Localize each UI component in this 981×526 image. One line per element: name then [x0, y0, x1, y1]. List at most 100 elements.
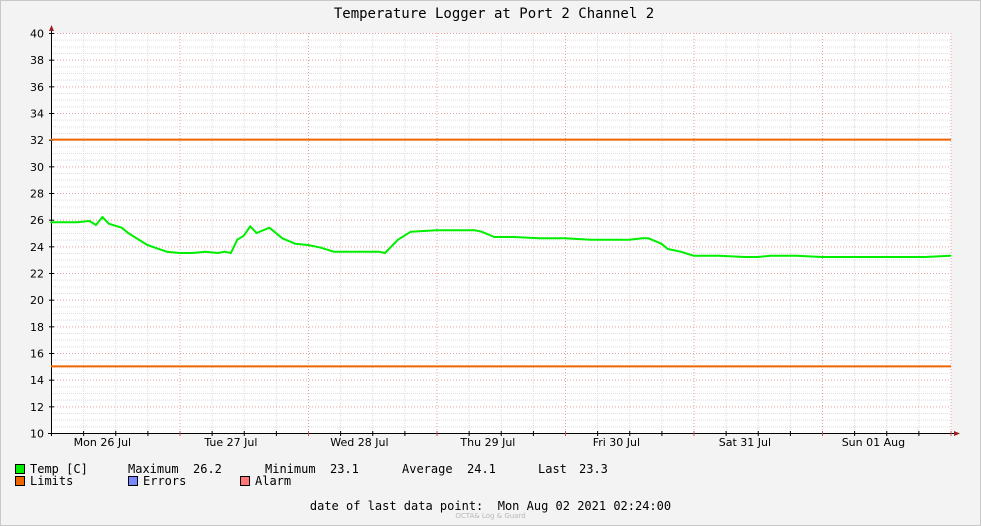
- temp-data-point: [538, 237, 541, 240]
- last-value: 23.3: [579, 462, 608, 476]
- temp-data-point: [872, 256, 875, 258]
- y-tick-label: 22: [30, 268, 44, 281]
- temp-data-point: [795, 254, 798, 257]
- temp-data-point: [242, 234, 245, 237]
- legend-alarm-label: Alarm: [255, 474, 292, 488]
- x-tick-label: Wed 28 Jul: [330, 436, 388, 449]
- temp-data-point: [255, 232, 258, 234]
- temp-data-point: [307, 244, 309, 246]
- avg-value: 24.1: [467, 462, 496, 476]
- temp-data-point: [107, 222, 110, 225]
- last-data-label: date of last data point:: [309, 499, 484, 513]
- limits-swatch: [15, 476, 25, 486]
- y-tick-label: 34: [30, 108, 44, 121]
- temp-data-point: [377, 250, 380, 253]
- temp-data-point: [461, 229, 464, 232]
- temp-data-point: [371, 250, 374, 253]
- y-tick-label: 16: [30, 348, 44, 361]
- temp-data-point: [345, 250, 348, 253]
- temp-data-point: [230, 252, 232, 254]
- temp-data-point: [140, 240, 142, 242]
- temp-data-point: [846, 256, 849, 258]
- temp-data-point: [332, 250, 335, 253]
- legend-limits-label: Limits: [30, 474, 74, 488]
- y-tick-label: 18: [30, 321, 44, 334]
- temp-data-point: [692, 254, 695, 257]
- legend-item-limits: Limits: [15, 474, 128, 488]
- x-tick-label: Sun 01 Aug: [842, 436, 905, 449]
- temp-data-point: [641, 237, 643, 240]
- x-axis-arrow: [954, 431, 960, 436]
- temp-data-point: [249, 225, 252, 228]
- legend-item-errors: Errors: [128, 474, 240, 488]
- last-data-value: Mon Aug 02 2021 02:24:00: [497, 499, 672, 513]
- temp-data-point: [268, 226, 271, 229]
- temp-data-point: [666, 248, 669, 250]
- temp-data-point: [127, 232, 129, 234]
- legend-item-alarm: Alarm: [240, 474, 291, 488]
- min-value: 23.1: [330, 462, 359, 476]
- temp-data-point: [756, 256, 759, 258]
- x-tick-label: Thu 29 Jul: [459, 436, 515, 449]
- temp-data-point: [75, 221, 78, 224]
- y-axis-arrow: [49, 25, 54, 31]
- temp-data-point: [146, 244, 149, 246]
- last-data-point: date of last data point: Mon Aug 02 2021…: [0, 499, 981, 513]
- y-tick-label: 30: [30, 161, 44, 174]
- x-tick-label: Fri 30 Jul: [593, 436, 640, 449]
- temp-data-point: [744, 256, 746, 258]
- y-tick-label: 14: [30, 374, 44, 387]
- temp-data-point: [191, 252, 194, 254]
- temp-data-point: [949, 254, 952, 257]
- y-tick-label: 12: [30, 401, 44, 414]
- y-tick-label: 32: [30, 134, 44, 147]
- y-tick-label: 24: [30, 241, 44, 254]
- x-tick-label: Sat 31 Jul: [719, 436, 771, 449]
- temp-data-point: [281, 237, 284, 240]
- temp-data-point: [589, 238, 592, 241]
- legend-temp-label: Temp [C]: [30, 462, 88, 476]
- temp-data-point: [397, 238, 399, 241]
- y-tick-label: 38: [30, 54, 44, 67]
- temp-data-point: [474, 229, 476, 232]
- max-label: Maximum: [128, 462, 179, 476]
- max-value: 26.2: [193, 462, 222, 476]
- y-tick-label: 36: [30, 81, 44, 94]
- temp-data-point: [647, 237, 650, 240]
- temp-data-point: [384, 252, 386, 254]
- y-tick-label: 26: [30, 214, 44, 227]
- y-tick-label: 20: [30, 294, 44, 307]
- y-tick-label: 28: [30, 188, 44, 201]
- temp-data-point: [821, 256, 823, 258]
- temp-data-point: [165, 250, 168, 253]
- min-label: Minimum: [265, 462, 316, 476]
- errors-swatch: [128, 476, 138, 486]
- temp-data-point: [358, 250, 361, 253]
- x-tick-label: Tue 27 Jul: [203, 436, 257, 449]
- temp-data-point: [204, 250, 207, 253]
- x-tick-label: Mon 26 Jul: [74, 436, 131, 449]
- y-tick-label: 40: [30, 28, 44, 41]
- temp-data-point: [898, 256, 900, 258]
- temp-data-point: [409, 230, 412, 233]
- temp-data-point: [223, 250, 226, 253]
- legend-errors-label: Errors: [143, 474, 187, 488]
- temp-data-point: [320, 246, 322, 249]
- temp-data-point: [294, 242, 296, 245]
- alarm-swatch: [240, 476, 250, 486]
- temp-data-point: [923, 256, 926, 258]
- legend-item-temp: Temp [C]: [15, 462, 128, 476]
- temp-data-point: [120, 226, 123, 229]
- legend-row-2: Limits Errors Alarm: [15, 474, 291, 488]
- chart-title: Temperature Logger at Port 2 Channel 2: [334, 6, 654, 22]
- temp-data-point: [769, 254, 772, 257]
- temp-data-point: [480, 230, 483, 233]
- temp-data-point: [512, 236, 515, 238]
- temp-data-point: [679, 250, 682, 253]
- temp-data-point: [615, 238, 618, 241]
- temp-data-point: [88, 220, 91, 222]
- y-tick-label: 10: [30, 428, 44, 441]
- temp-data-point: [95, 224, 97, 226]
- temp-data-point: [435, 229, 438, 232]
